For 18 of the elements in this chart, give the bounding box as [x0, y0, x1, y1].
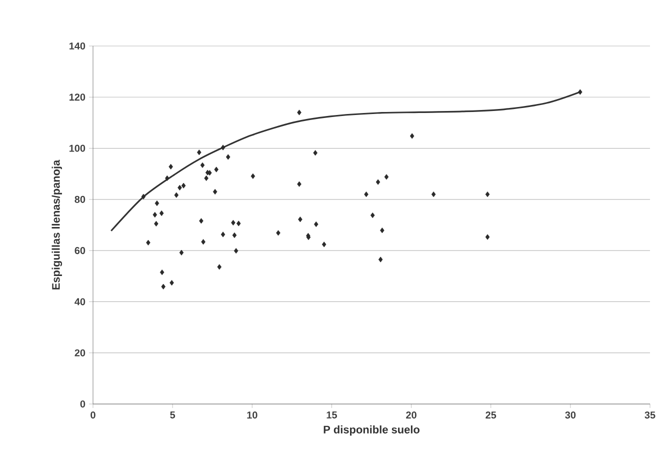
- x-tick-label: 25: [486, 412, 496, 419]
- x-tick-label: 35: [644, 412, 656, 419]
- y-tick-label: 120: [69, 94, 86, 101]
- x-tick-label: 0: [90, 412, 96, 419]
- y-axis-title: Espiguillas llenas/panoja: [52, 160, 62, 290]
- y-tick-label: 80: [74, 196, 86, 203]
- y-tick-label: 140: [69, 42, 86, 50]
- y-tick-label: 0: [80, 400, 86, 408]
- y-tick-label: 20: [74, 349, 86, 356]
- y-tick-label: 100: [69, 144, 86, 152]
- y-tick-label: 40: [74, 298, 86, 306]
- x-tick-label: 5: [170, 412, 176, 418]
- x-tick-label: 30: [565, 412, 576, 419]
- y-tick-label: 60: [74, 247, 86, 254]
- x-axis-title: P disponible suelo: [324, 425, 420, 436]
- x-tick-label: 10: [247, 412, 258, 419]
- x-tick-label: 15: [326, 412, 337, 418]
- x-tick-label: 20: [406, 412, 416, 419]
